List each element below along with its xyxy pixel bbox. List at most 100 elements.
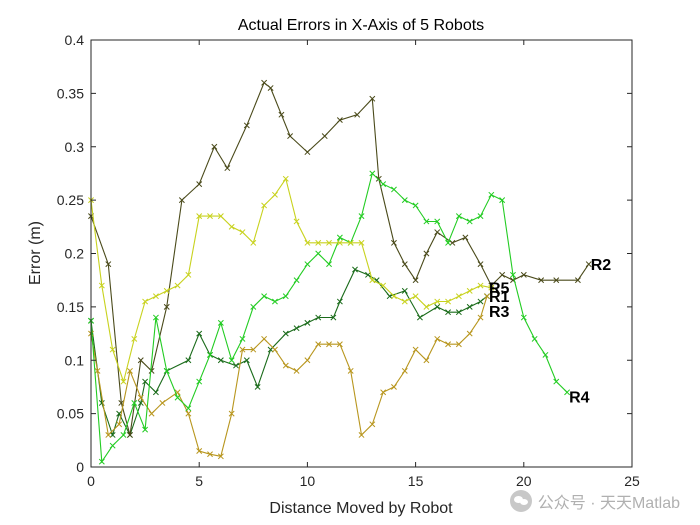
plot-area (91, 40, 632, 467)
data-point (423, 218, 430, 225)
data-point (126, 367, 133, 374)
data-point (109, 442, 116, 449)
data-point (163, 367, 170, 374)
data-point (423, 250, 430, 257)
data-point (304, 357, 311, 364)
data-point (336, 298, 343, 305)
data-point (271, 346, 278, 353)
end-label-r2: R2 (591, 257, 612, 274)
y-tick-label: 0.35 (57, 85, 84, 101)
data-point (174, 282, 181, 289)
data-point (477, 213, 484, 220)
data-point (163, 287, 170, 294)
data-point (358, 432, 365, 438)
data-point (477, 314, 484, 321)
data-point (553, 378, 560, 385)
data-point (542, 351, 549, 358)
y-tick-label: 0 (76, 459, 84, 475)
data-point (488, 191, 495, 198)
data-point (391, 293, 397, 300)
data-point (315, 239, 322, 246)
data-point (462, 234, 469, 241)
x-tick-label: 20 (516, 473, 532, 489)
data-point (423, 357, 430, 364)
x-tick-label: 5 (195, 473, 203, 489)
data-point (401, 261, 408, 268)
data-point (380, 282, 387, 289)
data-point (137, 394, 144, 401)
data-point (466, 303, 473, 310)
wechat-icon (509, 490, 532, 512)
data-point (347, 239, 354, 246)
data-point (228, 223, 235, 230)
data-point (142, 298, 149, 305)
data-point (412, 277, 419, 284)
data-point (445, 309, 452, 316)
series-r3 (88, 293, 490, 460)
data-point (352, 266, 358, 273)
data-point (326, 261, 332, 268)
data-point (455, 309, 462, 316)
data-point (148, 367, 155, 374)
data-point (336, 239, 343, 246)
data-point (109, 432, 116, 438)
data-point (261, 79, 268, 86)
data-point (94, 367, 101, 374)
y-tick-label: 0.05 (57, 406, 84, 422)
data-point (185, 271, 192, 278)
data-point (196, 213, 203, 220)
data-point (196, 378, 203, 385)
data-point (217, 319, 224, 326)
data-point (455, 213, 462, 220)
data-point (401, 298, 408, 305)
data-point (105, 261, 112, 268)
data-point (250, 239, 257, 246)
data-point (105, 432, 112, 438)
data-point (196, 448, 203, 454)
data-point (499, 271, 506, 278)
data-point (531, 335, 538, 342)
data-point (271, 191, 278, 198)
data-point (380, 181, 387, 188)
series-layer (88, 79, 592, 465)
data-point (293, 325, 300, 332)
data-point (412, 346, 419, 353)
data-point (449, 239, 456, 246)
data-point (109, 346, 116, 353)
data-point (369, 277, 376, 284)
data-point (466, 218, 473, 225)
y-tick-label: 0.3 (65, 139, 85, 155)
data-point (185, 410, 192, 417)
data-point (574, 277, 581, 284)
data-point (304, 239, 311, 246)
data-point (243, 357, 250, 364)
data-point (358, 239, 365, 246)
data-point (228, 410, 235, 417)
data-point (434, 298, 441, 305)
data-point (293, 277, 300, 284)
axes-layer: 0 5 10 15 20 25 0 0.05 0.1 0.15 0.2 0.25 0.3 0.35 0.4 (57, 32, 640, 489)
data-point (520, 271, 527, 278)
end-label-r1: R1 (489, 289, 510, 306)
data-point (315, 314, 322, 321)
data-point (282, 293, 289, 300)
end-labels-layer: R1 R2 R3 R4 R5 (489, 257, 611, 406)
data-point (152, 389, 159, 396)
x-axis-title: Distance Moved by Robot (269, 500, 453, 517)
data-point (148, 410, 155, 417)
data-point (315, 250, 322, 257)
data-point (282, 362, 289, 369)
data-point (585, 261, 592, 268)
data-point (131, 335, 138, 342)
data-point (207, 213, 213, 220)
data-point (434, 218, 441, 225)
y-tick-label: 0.1 (65, 352, 85, 368)
data-point (211, 143, 218, 150)
x-tick-label: 15 (408, 473, 424, 489)
data-point (434, 335, 441, 342)
data-point (326, 341, 332, 348)
data-point (553, 277, 560, 284)
data-point (152, 314, 159, 321)
end-label-r4: R4 (569, 390, 590, 407)
data-point (261, 335, 268, 342)
